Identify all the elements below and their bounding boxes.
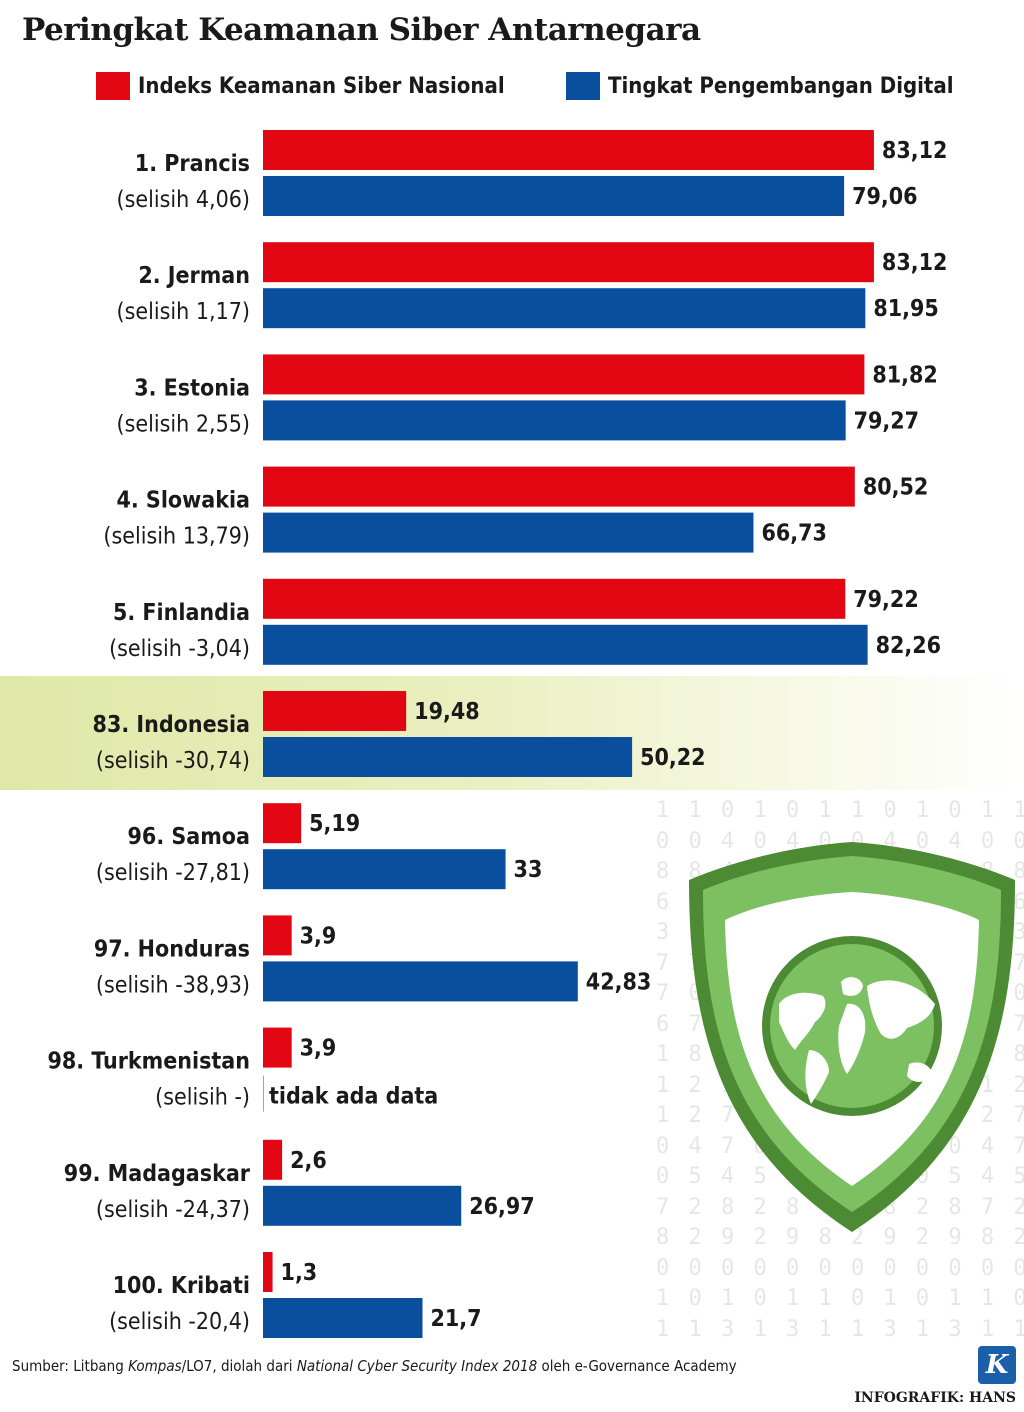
value-label-cyber-index-slowakia: 80,52	[863, 475, 928, 501]
bar-digital-development-finlandia	[263, 624, 868, 665]
country-label-slowakia: 4. Slowakia	[116, 488, 250, 514]
source-report: National Cyber Security Index 2018	[296, 1357, 538, 1375]
value-label-digital-development-finlandia: 82,26	[876, 633, 941, 659]
bar-cyber-index-estonia	[263, 354, 865, 395]
legend-item-digital-development: Tingkat Pengembangan Digital	[566, 72, 954, 100]
gap-label-honduras: (selisih -38,93)	[96, 972, 250, 998]
chart-legend: Indeks Keamanan Siber Nasional Tingkat P…	[0, 72, 1024, 102]
value-label-cyber-index-madagaskar: 2,6	[290, 1148, 327, 1174]
value-label-digital-development-samoa: 33	[514, 857, 543, 883]
bar-cyber-index-finlandia	[263, 578, 846, 619]
bar-cyber-index-indonesia	[263, 691, 407, 731]
bar-cyber-index-jerman	[263, 242, 874, 283]
gap-label-madagaskar: (selisih -24,37)	[96, 1197, 250, 1223]
country-label-jerman: 2. Jerman	[138, 263, 250, 289]
gap-label-estonia: (selisih 2,55)	[117, 411, 250, 437]
value-label-digital-development-madagaskar: 26,97	[469, 1194, 534, 1220]
bar-digital-development-samoa	[263, 849, 506, 890]
bar-digital-development-indonesia	[263, 737, 633, 777]
source-mid: /LO7, diolah dari	[181, 1357, 297, 1375]
country-label-madagaskar: 99. Madagaskar	[64, 1161, 251, 1187]
chart-title: Peringkat Keamanan Siber Antarnegara	[22, 12, 701, 48]
value-label-cyber-index-kribati: 1,3	[281, 1260, 318, 1286]
value-label-cyber-index-turkmenistan: 3,9	[300, 1036, 337, 1062]
country-label-estonia: 3. Estonia	[134, 375, 250, 401]
bar-digital-development-estonia	[263, 400, 846, 441]
bar-cyber-index-honduras	[263, 915, 292, 956]
value-label-cyber-index-samoa: 5,19	[309, 811, 360, 837]
source-note: Sumber: Litbang Kompas/LO7, diolah dari …	[12, 1357, 737, 1375]
kompas-logo: K	[978, 1346, 1016, 1384]
value-label-cyber-index-honduras: 3,9	[300, 923, 337, 949]
bar-cyber-index-madagaskar	[263, 1139, 283, 1180]
value-label-digital-development-indonesia: 50,22	[640, 745, 705, 771]
no-data-label-turkmenistan: tidak ada data	[269, 1084, 438, 1110]
country-label-indonesia: 83. Indonesia	[93, 712, 250, 738]
bar-cyber-index-slowakia	[263, 466, 855, 507]
value-label-digital-development-jerman: 81,95	[873, 296, 938, 322]
bar-cyber-index-kribati	[263, 1252, 273, 1292]
value-label-digital-development-estonia: 79,27	[854, 408, 919, 434]
country-label-honduras: 97. Honduras	[94, 936, 250, 962]
gap-label-kribati: (selisih -20,4)	[109, 1309, 250, 1335]
value-label-cyber-index-jerman: 83,12	[882, 250, 947, 276]
country-label-samoa: 96. Samoa	[128, 824, 250, 850]
bar-cyber-index-turkmenistan	[263, 1027, 292, 1068]
gap-label-turkmenistan: (selisih -)	[155, 1085, 250, 1111]
gap-label-indonesia: (selisih -30,74)	[96, 748, 250, 774]
value-label-digital-development-prancis: 79,06	[852, 184, 917, 210]
legend-label-digital-development: Tingkat Pengembangan Digital	[608, 73, 954, 99]
value-label-cyber-index-indonesia: 19,48	[414, 699, 479, 725]
gap-label-slowakia: (selisih 13,79)	[103, 524, 250, 550]
bar-digital-development-kribati	[263, 1298, 423, 1338]
value-label-cyber-index-estonia: 81,82	[872, 362, 937, 388]
gap-label-prancis: (selisih 4,06)	[117, 187, 250, 213]
bar-digital-development-prancis	[263, 176, 845, 216]
country-label-turkmenistan: 98. Turkmenistan	[48, 1049, 250, 1075]
legend-swatch-red	[96, 72, 130, 100]
value-label-digital-development-honduras: 42,83	[586, 969, 651, 995]
source-suffix: oleh e-Governance Academy	[537, 1357, 737, 1375]
bar-cyber-index-prancis	[263, 130, 874, 170]
value-label-digital-development-slowakia: 66,73	[761, 521, 826, 547]
bar-digital-development-slowakia	[263, 512, 754, 553]
legend-swatch-blue	[566, 72, 600, 100]
bar-digital-development-honduras	[263, 961, 578, 1002]
gap-label-samoa: (selisih -27,81)	[96, 860, 250, 886]
source-kompas: Kompas	[128, 1357, 182, 1375]
gap-label-finlandia: (selisih -3,04)	[109, 636, 250, 662]
value-label-cyber-index-finlandia: 79,22	[853, 587, 918, 613]
shield-globe-icon	[689, 842, 1015, 1232]
country-label-kribati: 100. Kribati	[113, 1273, 250, 1299]
infographic-credit: INFOGRAFIK: HANS	[854, 1390, 1016, 1406]
bar-digital-development-madagaskar	[263, 1185, 462, 1226]
legend-label-cyber-index: Indeks Keamanan Siber Nasional	[138, 73, 505, 99]
value-label-digital-development-kribati: 21,7	[430, 1306, 481, 1332]
gap-label-jerman: (selisih 1,17)	[117, 299, 250, 325]
source-prefix: Sumber: Litbang	[12, 1357, 129, 1375]
value-label-cyber-index-prancis: 83,12	[882, 138, 947, 164]
country-label-finlandia: 5. Finlandia	[113, 600, 250, 626]
bar-digital-development-jerman	[263, 288, 866, 329]
bar-cyber-index-samoa	[263, 803, 302, 844]
bar-chart: 1. Prancis (selisih 4,06) 83,12 79,06 2. Jer…	[48, 130, 947, 1338]
legend-item-cyber-index: Indeks Keamanan Siber Nasional	[96, 72, 505, 100]
country-label-prancis: 1. Prancis	[135, 151, 250, 177]
